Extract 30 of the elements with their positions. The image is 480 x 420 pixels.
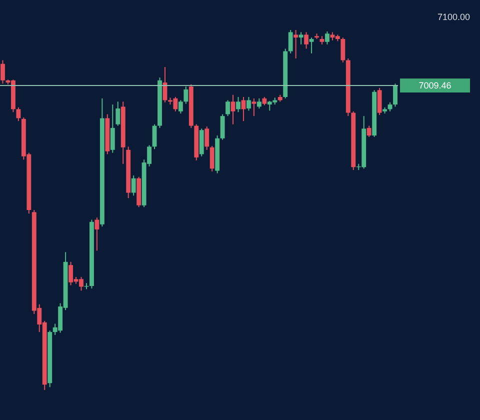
candlestick [252,98,256,117]
candlestick [131,174,136,196]
text: 7100.00 [437,12,470,22]
candlestick [178,100,183,114]
candlestick [230,94,236,125]
candlestick [256,98,262,109]
candlestick [0,60,5,84]
candlestick [226,100,230,117]
candlestick [377,87,382,116]
candlestick [309,37,314,54]
candlestick [16,106,21,122]
candlestick [298,32,304,45]
candlestick [324,30,330,45]
candlestick [288,30,293,54]
candlestick [184,86,188,104]
candlestick [304,32,309,50]
candlestick [366,125,372,138]
text: 7009.46 [418,80,452,90]
candlestick [246,96,251,112]
candlestick [210,145,214,172]
candlestick [116,101,120,126]
candlestick [241,96,246,122]
candlestick [204,126,210,150]
candlestick [340,37,346,63]
candlestick [110,104,115,154]
candlestick [393,83,398,108]
candlestick [220,114,225,140]
candlestick [294,30,298,59]
candlestick [94,217,100,252]
candlestick [236,96,240,113]
